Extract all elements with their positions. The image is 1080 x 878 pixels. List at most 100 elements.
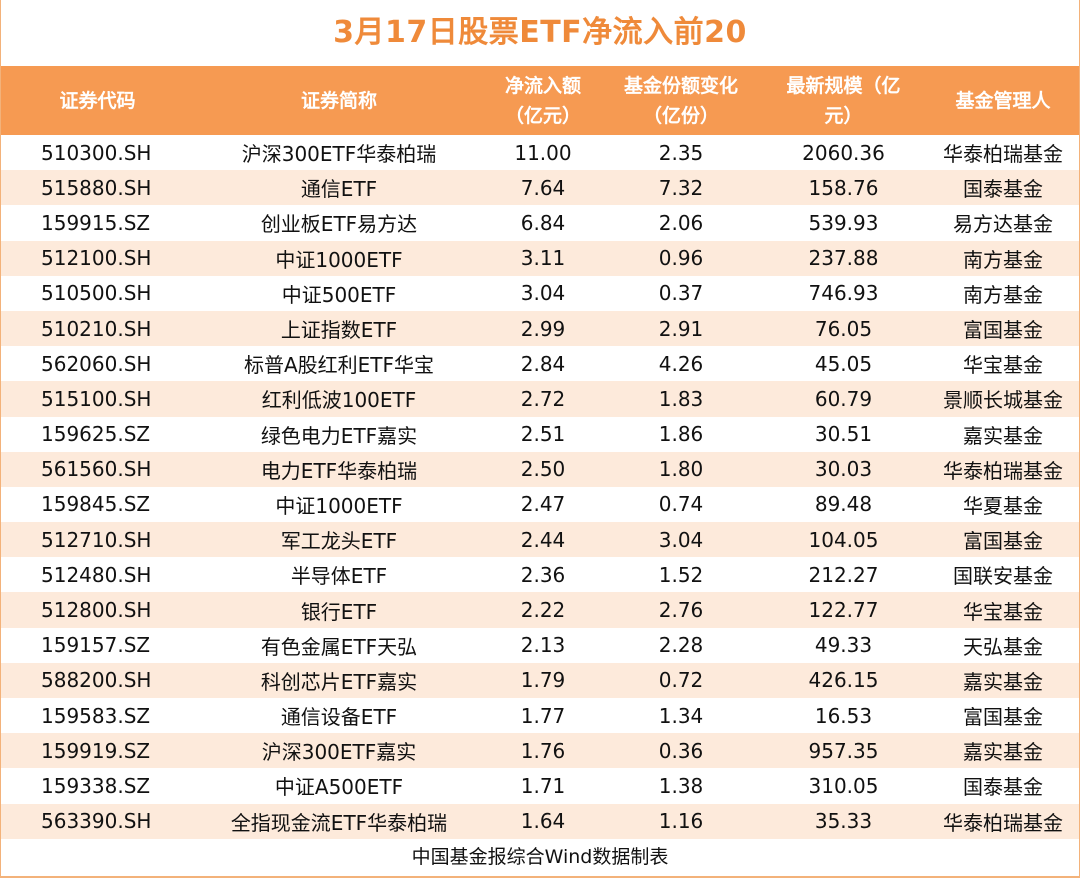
table-title: 3月17日股票ETF净流入前20 bbox=[333, 15, 747, 50]
header-name: 证券简称 bbox=[194, 66, 484, 135]
cell-scale: 2060.36 bbox=[802, 140, 885, 165]
cell-share-change: 1.52 bbox=[658, 562, 704, 587]
cell-manager: 华泰柏瑞基金 bbox=[943, 458, 1063, 483]
cell-share-change: 1.38 bbox=[658, 773, 704, 798]
cell-share-change: 1.16 bbox=[658, 809, 704, 834]
cell-manager: 国联安基金 bbox=[953, 564, 1053, 589]
header-name-label: 证券简称 bbox=[300, 89, 377, 112]
table-row: 512100.SH 中证1000ETF 3.11 0.96 237.88 南方基金 bbox=[1, 240, 1079, 276]
table-row: 510210.SH 上证指数ETF 2.99 2.91 76.05 富国基金 bbox=[1, 310, 1079, 347]
cell-scale: 89.48 bbox=[814, 492, 873, 517]
cell-inflow: 2.99 bbox=[520, 316, 566, 341]
cell-inflow: 1.76 bbox=[520, 738, 566, 763]
cell-manager: 富国基金 bbox=[963, 318, 1043, 343]
cell-share-change: 1.86 bbox=[658, 422, 704, 447]
cell-inflow: 3.04 bbox=[520, 281, 566, 306]
cell-scale: 122.77 bbox=[808, 598, 879, 623]
cell-inflow: 2.44 bbox=[520, 527, 566, 552]
cell-code: 588200.SH bbox=[41, 668, 152, 693]
header-inflow-line1: 净流入额 bbox=[504, 74, 581, 97]
cell-code: 159157.SZ bbox=[41, 633, 151, 658]
cell-scale: 45.05 bbox=[814, 351, 873, 376]
cell-share-change: 2.06 bbox=[658, 210, 704, 235]
cell-manager: 华泰柏瑞基金 bbox=[943, 810, 1063, 835]
cell-share-change: 2.91 bbox=[658, 316, 704, 341]
table-row: 159845.SZ 中证1000ETF 2.47 0.74 89.48 华夏基金 bbox=[1, 486, 1079, 523]
cell-inflow: 1.71 bbox=[520, 773, 566, 798]
cell-name: 科创芯片ETF嘉实 bbox=[260, 669, 418, 694]
cell-code: 159919.SZ bbox=[41, 738, 151, 763]
cell-scale: 158.76 bbox=[808, 175, 879, 200]
cell-manager: 富国基金 bbox=[963, 529, 1043, 554]
cell-scale: 539.93 bbox=[808, 210, 879, 235]
table-row: 510500.SH 中证500ETF 3.04 0.37 746.93 南方基金 bbox=[1, 275, 1079, 311]
cell-share-change: 2.28 bbox=[658, 633, 704, 658]
cell-name: 上证指数ETF bbox=[280, 318, 398, 343]
table-row: 510300.SH 沪深300ETF华泰柏瑞 11.00 2.35 2060.36 华泰柏… bbox=[1, 135, 1079, 171]
cell-name: 军工龙头ETF bbox=[280, 529, 398, 554]
cell-share-change: 0.72 bbox=[658, 668, 704, 693]
cell-share-change: 1.34 bbox=[658, 703, 704, 728]
cell-manager: 华宝基金 bbox=[963, 599, 1043, 624]
cell-share-change: 0.74 bbox=[658, 492, 704, 517]
cell-scale: 30.03 bbox=[814, 457, 873, 482]
cell-inflow: 2.72 bbox=[520, 386, 566, 411]
cell-share-change: 2.35 bbox=[658, 140, 704, 165]
table-row: 515880.SH 通信ETF 7.64 7.32 158.76 国泰基金 bbox=[1, 170, 1079, 206]
cell-code: 512800.SH bbox=[41, 598, 152, 623]
table-row: 512800.SH 银行ETF 2.22 2.76 122.77 华宝基金 bbox=[1, 592, 1079, 628]
cell-code: 159845.SZ bbox=[41, 492, 151, 517]
cell-manager: 天弘基金 bbox=[963, 634, 1043, 659]
cell-share-change: 0.36 bbox=[658, 738, 704, 763]
header-scale-line2: 元） bbox=[824, 104, 863, 127]
cell-name: 标普A股红利ETF华宝 bbox=[243, 353, 435, 378]
cell-code: 512480.SH bbox=[41, 562, 152, 587]
header-row: 证券代码 证券简称 净流入额 （亿元） 基金份额变化 （亿份） 最新规模（亿 元… bbox=[1, 66, 1079, 135]
table-header: 证券代码 证券简称 净流入额 （亿元） 基金份额变化 （亿份） 最新规模（亿 元… bbox=[1, 66, 1079, 135]
cell-inflow: 6.84 bbox=[520, 210, 566, 235]
cell-scale: 104.05 bbox=[808, 527, 879, 552]
cell-scale: 16.53 bbox=[814, 703, 873, 728]
cell-share-change: 2.76 bbox=[658, 598, 704, 623]
table-row: 159157.SZ 有色金属ETF天弘 2.13 2.28 49.33 天弘基金 bbox=[1, 627, 1079, 663]
cell-name: 银行ETF bbox=[300, 599, 378, 624]
table-row: 159583.SZ 通信设备ETF 1.77 1.34 16.53 富国基金 bbox=[1, 698, 1079, 734]
cell-share-change: 7.32 bbox=[658, 175, 704, 200]
cell-name: 绿色电力ETF嘉实 bbox=[260, 423, 418, 448]
table-row: 159915.SZ 创业板ETF易方达 6.84 2.06 539.93 易方达基金 bbox=[1, 205, 1079, 241]
cell-manager: 华泰柏瑞基金 bbox=[943, 142, 1063, 167]
header-manager: 基金管理人 bbox=[927, 66, 1079, 135]
cell-code: 510210.SH bbox=[41, 316, 152, 341]
cell-inflow: 1.79 bbox=[520, 668, 566, 693]
cell-inflow: 2.13 bbox=[520, 633, 566, 658]
cell-name: 有色金属ETF天弘 bbox=[260, 634, 418, 659]
cell-name: 中证1000ETF bbox=[275, 247, 403, 272]
cell-scale: 746.93 bbox=[808, 281, 879, 306]
header-inflow-line2: （亿元） bbox=[504, 104, 581, 127]
cell-name: 全指现金流ETF华泰柏瑞 bbox=[230, 810, 448, 835]
cell-code: 512100.SH bbox=[41, 246, 152, 271]
cell-inflow: 2.36 bbox=[520, 562, 566, 587]
cell-scale: 60.79 bbox=[814, 386, 873, 411]
cell-code: 159583.SZ bbox=[41, 703, 151, 728]
cell-name: 电力ETF华泰柏瑞 bbox=[260, 458, 418, 483]
cell-scale: 237.88 bbox=[808, 246, 879, 271]
cell-share-change: 3.04 bbox=[658, 527, 704, 552]
cell-name: 通信设备ETF bbox=[280, 705, 398, 730]
table-body: 510300.SH 沪深300ETF华泰柏瑞 11.00 2.35 2060.36 华泰柏… bbox=[1, 135, 1079, 839]
cell-share-change: 0.96 bbox=[658, 246, 704, 271]
header-share-line1: 基金份额变化 bbox=[623, 74, 738, 97]
table-row: 561560.SH 电力ETF华泰柏瑞 2.50 1.80 30.03 华泰柏瑞基金 bbox=[1, 451, 1079, 487]
cell-name: 沪深300ETF嘉实 bbox=[261, 740, 417, 765]
cell-scale: 310.05 bbox=[808, 773, 879, 798]
table-row: 588200.SH 科创芯片ETF嘉实 1.79 0.72 426.15 嘉实基金 bbox=[1, 662, 1079, 698]
cell-name: 中证500ETF bbox=[281, 282, 397, 307]
header-share-change: 基金份额变化 （亿份） bbox=[602, 66, 760, 135]
cell-manager: 国泰基金 bbox=[963, 775, 1043, 800]
cell-scale: 35.33 bbox=[814, 809, 873, 834]
cell-code: 510300.SH bbox=[41, 140, 152, 165]
cell-code: 515100.SH bbox=[41, 386, 152, 411]
cell-name: 半导体ETF bbox=[290, 564, 388, 589]
cell-scale: 426.15 bbox=[808, 668, 879, 693]
